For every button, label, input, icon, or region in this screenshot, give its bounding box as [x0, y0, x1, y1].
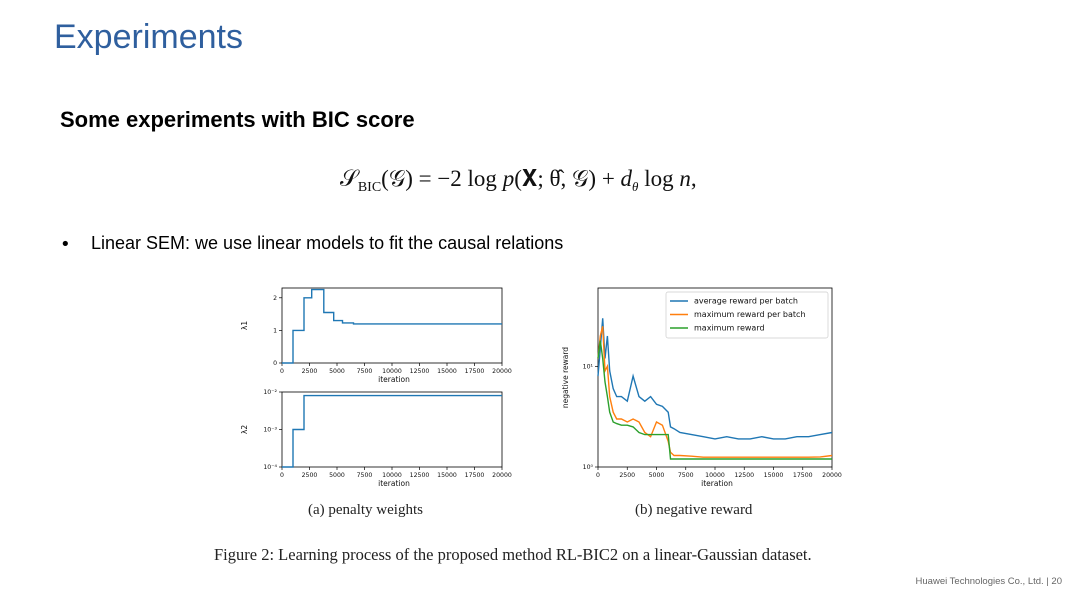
- formula-end: ,: [690, 166, 697, 191]
- y-tick-label: 10⁻³: [263, 427, 277, 434]
- x-tick-label: 20000: [492, 368, 512, 375]
- y-tick-label: 10⁻²: [263, 389, 277, 396]
- x-tick-label: 20000: [492, 472, 512, 479]
- x-tick-label: 12500: [410, 472, 430, 479]
- x-tick-label: 7500: [357, 368, 373, 375]
- y-tick-label: 10¹: [583, 364, 594, 371]
- x-tick-label: 2500: [302, 472, 318, 479]
- x-tick-label: 15000: [437, 368, 457, 375]
- series-line-maximum-reward-per-batch: [597, 326, 833, 458]
- legend-label: maximum reward: [694, 324, 765, 333]
- slide-title: Experiments: [54, 18, 243, 56]
- x-tick-label: 0: [596, 472, 600, 479]
- y-axis-label: λ2: [240, 425, 249, 434]
- caption-a: (a) penalty weights: [308, 502, 423, 518]
- series-line-maximum-reward: [597, 340, 832, 460]
- formula-lhs-arg: (𝒢) = −2 log: [381, 166, 503, 191]
- x-axis-label: iteration: [701, 479, 733, 488]
- y-axis-label: λ1: [240, 321, 249, 330]
- y-tick-label: 1: [273, 328, 277, 335]
- plot-frame: [281, 391, 503, 468]
- bullet-icon: •: [60, 234, 71, 255]
- x-tick-label: 10000: [382, 368, 402, 375]
- figure-caption: Figure 2: Learning process of the propos…: [214, 545, 812, 564]
- bullet-text: Linear SEM: we use linear models to fit …: [91, 233, 564, 253]
- series-line-lambda: [282, 288, 502, 364]
- footer-text: Huawei Technologies Co., Ltd. | 20: [915, 576, 1062, 587]
- y-tick-label: 10⁻⁴: [263, 464, 277, 471]
- x-tick-label: 10000: [705, 472, 725, 479]
- formula-n: n: [679, 166, 691, 191]
- x-tick-label: 5000: [329, 368, 345, 375]
- series-line-average-reward-per-batch: [597, 318, 833, 440]
- formula-d-sub: θ: [632, 179, 639, 194]
- formula-args: (𝐗; θ̂, 𝒢) +: [514, 166, 621, 191]
- x-axis-label: iteration: [378, 479, 410, 488]
- x-tick-label: 12500: [410, 368, 430, 375]
- x-tick-label: 0: [280, 472, 284, 479]
- y-tick-label: 10⁰: [583, 464, 594, 471]
- x-tick-label: 15000: [437, 472, 457, 479]
- x-tick-label: 5000: [649, 472, 665, 479]
- formula-s-sub: BIC: [357, 180, 382, 195]
- x-tick-label: 17500: [465, 472, 485, 479]
- legend-box: [665, 291, 829, 339]
- x-tick-label: 2500: [619, 472, 635, 479]
- caption-b: (b) negative reward: [635, 502, 753, 518]
- slide-subtitle: Some experiments with BIC score: [60, 107, 415, 132]
- x-tick-label: 17500: [793, 472, 813, 479]
- x-axis-label: iteration: [378, 375, 410, 384]
- y-axis-label: negative reward: [561, 347, 570, 408]
- x-tick-label: 5000: [329, 472, 345, 479]
- x-tick-label: 7500: [357, 472, 373, 479]
- bic-formula: 𝒮BIC(𝒢) = −2 log p(𝐗; θ̂, 𝒢) + dθ log n,: [340, 166, 697, 196]
- legend-label: average reward per batch: [694, 297, 798, 306]
- x-tick-label: 12500: [734, 472, 754, 479]
- x-tick-label: 10000: [382, 472, 402, 479]
- x-tick-label: 20000: [822, 472, 842, 479]
- formula-d: d: [620, 166, 633, 191]
- plot-frame: [281, 287, 503, 364]
- formula-s: 𝒮: [340, 166, 358, 191]
- x-tick-label: 0: [280, 368, 284, 375]
- legend-label: maximum reward per batch: [694, 310, 806, 319]
- x-tick-label: 2500: [302, 368, 318, 375]
- series-line-lambda: [282, 394, 502, 468]
- y-tick-label: 2: [273, 295, 277, 302]
- y-tick-label: 0: [273, 360, 277, 367]
- x-tick-label: 17500: [465, 368, 485, 375]
- x-tick-label: 15000: [764, 472, 784, 479]
- x-tick-label: 7500: [678, 472, 694, 479]
- formula-tail: log: [638, 166, 680, 191]
- formula-p: p: [502, 166, 515, 191]
